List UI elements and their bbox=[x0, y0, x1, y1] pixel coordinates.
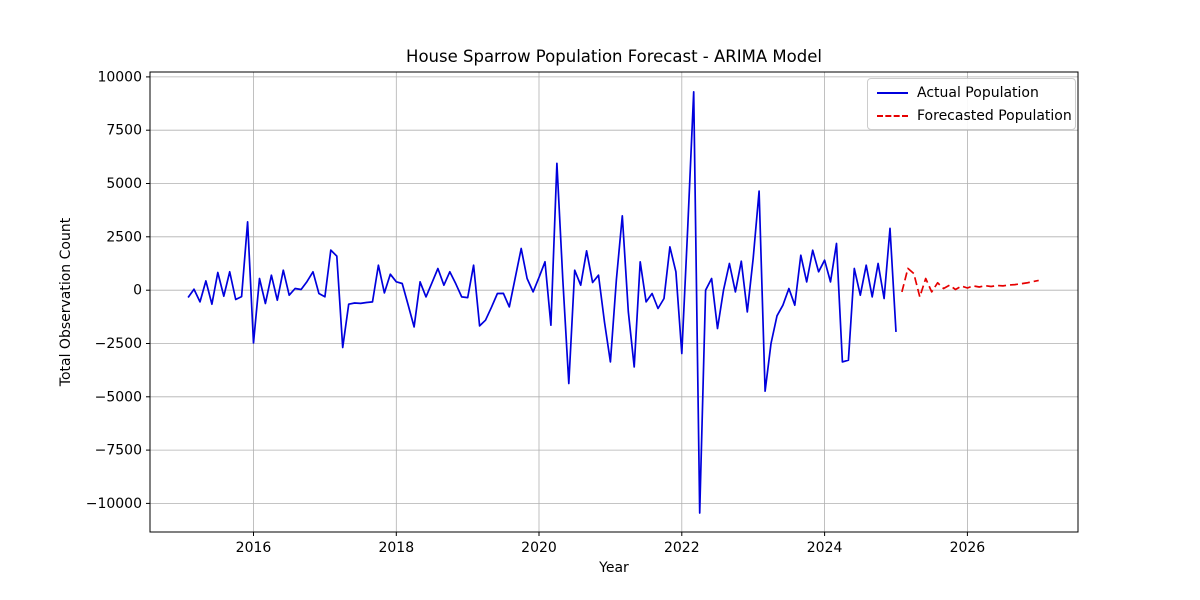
x-tick-label: 2018 bbox=[378, 540, 414, 556]
y-tick-label: 2500 bbox=[106, 229, 142, 245]
legend-item-actual: Actual Population bbox=[868, 82, 1075, 103]
x-axis-label: Year bbox=[599, 560, 629, 576]
legend-item-forecast: Forecasted Population bbox=[868, 105, 1075, 126]
y-tick-label: 0 bbox=[133, 283, 142, 299]
y-axis-label: Total Observation Count bbox=[58, 217, 74, 387]
legend-label-actual: Actual Population bbox=[917, 84, 1039, 101]
actual-line-sample-icon bbox=[877, 91, 908, 94]
y-tick-label: 10000 bbox=[97, 69, 142, 85]
x-tick-label: 2026 bbox=[950, 540, 986, 556]
plot-border bbox=[149, 71, 1079, 533]
x-tick-label: 2020 bbox=[521, 540, 557, 556]
y-tick-label: 5000 bbox=[106, 176, 142, 192]
actual-population-line bbox=[187, 90, 897, 514]
y-tick-label: −7500 bbox=[95, 443, 142, 459]
x-tick-label: 2022 bbox=[664, 540, 700, 556]
y-tick-label: 7500 bbox=[106, 123, 142, 139]
legend-box: Actual Population Forecasted Population bbox=[867, 78, 1076, 130]
chart-title: House Sparrow Population Forecast - ARIM… bbox=[406, 47, 822, 66]
y-tick-label: −10000 bbox=[86, 496, 142, 512]
legend-label-forecast: Forecasted Population bbox=[917, 107, 1072, 124]
y-tick-label: −5000 bbox=[95, 389, 142, 405]
x-tick-label: 2016 bbox=[236, 540, 272, 556]
x-tick-label: 2024 bbox=[807, 540, 843, 556]
y-tick-label: −2500 bbox=[95, 336, 142, 352]
forecast-line-sample-icon bbox=[877, 114, 908, 117]
forecast-population-line bbox=[901, 267, 1039, 298]
